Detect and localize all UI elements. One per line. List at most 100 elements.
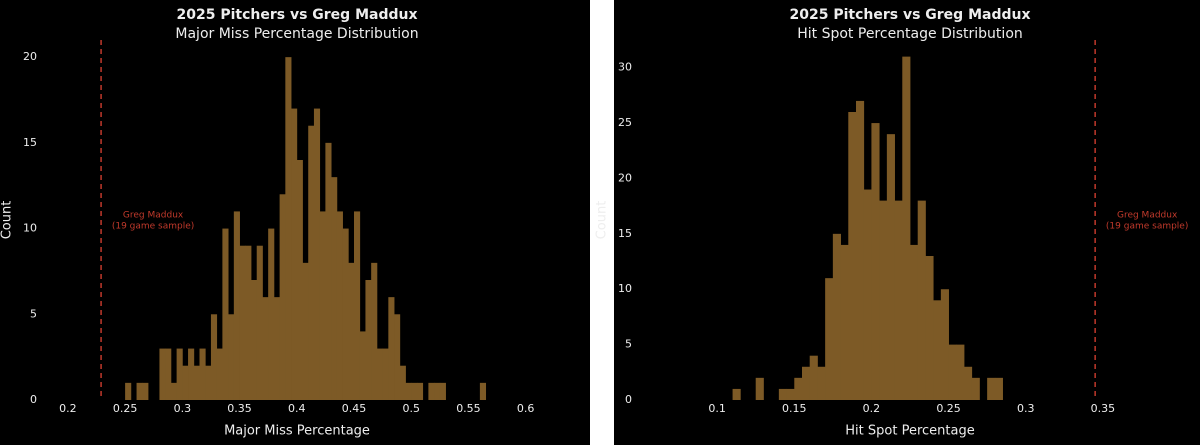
y-tick-label: 0 [30,393,37,406]
bar [210,314,218,400]
bar [188,348,195,400]
bar [439,382,446,400]
bar [331,177,338,400]
bar [987,377,996,400]
bar [165,348,172,400]
bar [313,108,321,401]
bar [182,365,189,400]
bar [239,245,246,400]
bar [245,245,252,400]
bar [193,365,200,400]
bar [778,388,787,400]
x-tick-label: 0.2 [863,402,881,415]
bar [233,211,240,400]
bar [336,211,343,400]
x-tick-label: 0.1 [708,402,726,415]
bar [199,348,206,400]
y-tick-label: 10 [618,282,632,295]
bar [917,200,926,400]
x-tick-label: 0.35 [1091,402,1116,415]
bar [296,160,303,400]
annotation: Greg Maddux [1117,211,1178,221]
bar [382,348,389,400]
y-tick-label: 20 [618,171,632,184]
bar [279,194,286,400]
y-axis-label: Count [0,201,15,240]
bar [879,200,888,400]
bar [956,344,965,400]
bar [809,355,818,400]
bar [348,262,355,400]
x-tick-label: 0.5 [402,402,420,415]
annotation: (19 game sample) [112,222,194,232]
x-tick-label: 0.3 [174,402,192,415]
bar [933,300,942,400]
bar [802,366,811,400]
bar [170,382,178,400]
y-tick-label: 15 [23,136,37,149]
bar [302,262,309,400]
y-tick-label: 5 [30,307,37,320]
x-tick-label: 0.4 [288,402,306,415]
bar [910,244,919,400]
bar [365,280,372,400]
bar [964,366,973,400]
bar [940,289,949,400]
bar [479,382,487,400]
bar [291,108,298,401]
bar [205,365,212,400]
y-axis-label: Count [595,201,610,240]
bar [994,377,1003,400]
bar [159,348,166,400]
bar [948,344,957,400]
x-tick-label: 0.35 [227,402,252,415]
bar [394,314,401,400]
x-tick-label: 0.3 [1017,402,1035,415]
annotation: (19 game sample) [1106,222,1188,232]
bar [856,100,865,400]
y-tick-label: 15 [618,227,632,240]
bar [136,382,143,400]
bar [228,314,235,400]
bar [273,297,281,400]
y-tick-label: 20 [23,50,37,63]
bar [894,200,903,400]
bar [786,388,795,400]
bar [354,211,361,400]
bar [399,365,406,400]
bar [125,382,132,400]
bar [222,228,229,400]
y-tick-label: 10 [23,222,37,235]
bar [971,377,980,400]
y-tick-label: 0 [625,393,632,406]
bar [308,125,315,400]
y-tick-label: 5 [625,338,632,351]
bar [405,382,412,400]
bar [371,262,378,400]
chart-title: 2025 Pitchers vs Greg Maddux [789,7,1030,23]
bar [142,382,149,400]
bar [825,278,834,400]
bar [886,134,895,400]
bar [434,382,441,400]
bar [871,123,880,401]
bar [216,348,223,400]
bar [732,388,741,400]
x-tick-label: 0.25 [936,402,961,415]
x-tick-label: 0.6 [517,402,535,415]
y-tick-label: 30 [618,61,632,74]
bar [359,331,366,400]
x-axis-label: Major Miss Percentage [224,424,370,439]
bar [411,382,418,400]
bar [863,189,872,400]
bar [262,297,269,400]
bar [376,348,384,400]
bar [388,297,395,400]
y-tick-label: 25 [618,116,632,129]
x-tick-label: 0.25 [113,402,138,415]
bar [416,382,424,400]
bar [325,142,332,400]
bar [251,280,258,400]
bar [428,382,435,400]
